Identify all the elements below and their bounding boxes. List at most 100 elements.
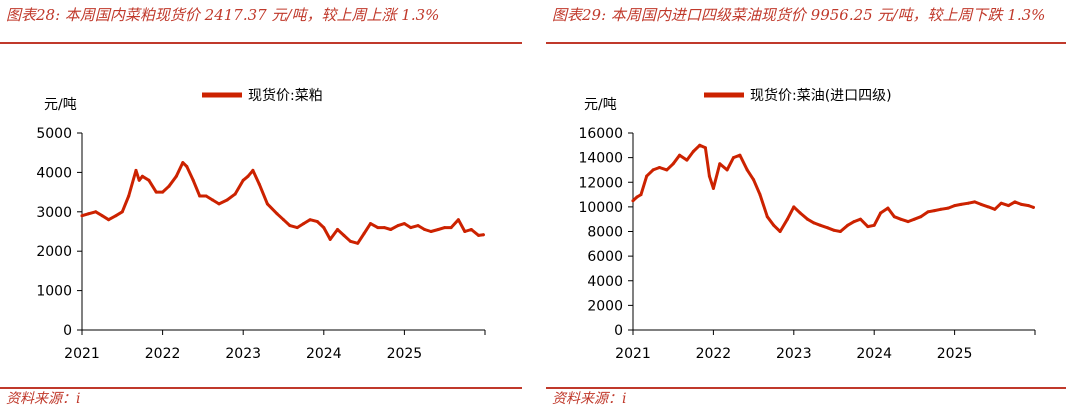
data-point xyxy=(396,224,400,228)
data-point xyxy=(127,194,131,198)
data-points xyxy=(631,143,1035,233)
data-point xyxy=(892,215,896,219)
data-point xyxy=(872,223,876,227)
data-point xyxy=(1007,204,1010,208)
data-point xyxy=(966,201,970,205)
data-point xyxy=(792,205,796,209)
data-point xyxy=(678,153,682,157)
y-tick-label: 4000 xyxy=(587,274,623,290)
data-point xyxy=(191,178,195,182)
data-point xyxy=(926,210,930,214)
data-point xyxy=(308,218,312,222)
data-point xyxy=(463,230,467,233)
y-unit-label: 元/吨 xyxy=(44,97,77,113)
data-point xyxy=(233,192,237,196)
data-point xyxy=(838,230,842,233)
data-point xyxy=(443,226,447,230)
y-tick-label: 8000 xyxy=(587,225,623,241)
data-point xyxy=(959,202,963,206)
data-point xyxy=(658,166,661,169)
y-tick-label: 3000 xyxy=(36,205,72,221)
data-point xyxy=(120,210,124,214)
legend: 现货价:菜粕 xyxy=(202,87,323,104)
data-point xyxy=(1031,205,1035,209)
data-point xyxy=(114,214,118,218)
data-point xyxy=(671,162,675,166)
data-point xyxy=(251,168,255,172)
data-point xyxy=(204,194,208,198)
data-point xyxy=(866,225,870,229)
data-point xyxy=(852,220,856,224)
data-point xyxy=(765,215,769,219)
data-point xyxy=(409,226,413,230)
data-point xyxy=(725,168,729,172)
left-panel: 图表28: 本周国内菜粕现货价 2417.37 元/吨，较上周上涨 1.3% 元… xyxy=(0,0,522,411)
data-point xyxy=(288,224,292,228)
data-point xyxy=(94,210,98,214)
x-tick-label: 2023 xyxy=(776,346,812,362)
data-point xyxy=(645,174,649,178)
legend-label: 现货价:菜油(进口四级) xyxy=(750,87,892,104)
data-point xyxy=(217,202,221,206)
legend-label: 现货价:菜粕 xyxy=(248,87,323,104)
y-tick-label: 0 xyxy=(63,323,72,339)
series-line xyxy=(631,143,1035,233)
data-point xyxy=(986,205,990,209)
line-chart: 元/吨 现货价:菜粕 0 1000 2000 3000 4000 5000 2021 2022 20… xyxy=(36,87,486,362)
data-point xyxy=(685,158,689,162)
data-point xyxy=(137,178,141,182)
y-tick-label: 2000 xyxy=(36,244,72,260)
data-point xyxy=(979,202,983,206)
data-point xyxy=(174,174,178,178)
data-point xyxy=(812,221,816,225)
data-point xyxy=(806,217,809,221)
data-point xyxy=(469,228,473,231)
y-tick-label: 14000 xyxy=(578,151,623,167)
data-point xyxy=(185,165,189,168)
data-point xyxy=(879,211,883,215)
x-tick-label: 2025 xyxy=(937,346,973,362)
caption-divider xyxy=(0,42,522,44)
data-point xyxy=(1019,202,1023,206)
data-point xyxy=(356,241,360,245)
data-point xyxy=(265,202,269,206)
x-tick-label: 2022 xyxy=(696,346,732,362)
y-unit-label: 元/吨 xyxy=(584,97,617,113)
data-point xyxy=(886,206,890,210)
data-point xyxy=(211,198,215,202)
data-point xyxy=(402,222,406,226)
data-point xyxy=(481,233,485,237)
data-point xyxy=(456,218,460,222)
right-panel: 图表29: 本周国内进口四级菜油现货价 9956.25 元/吨，较上周下跌 1.… xyxy=(546,0,1066,411)
y-tick-label: 0 xyxy=(614,323,623,339)
data-point xyxy=(100,214,104,218)
data-point xyxy=(429,230,433,233)
line-chart: 元/吨 现货价:菜油(进口四级) 0 2000 4000 6000 8000 10000 120… xyxy=(578,87,1036,362)
data-point xyxy=(758,193,762,197)
x-tick-label: 2025 xyxy=(387,346,423,362)
data-point xyxy=(389,228,393,231)
x-tick-label: 2021 xyxy=(615,346,651,362)
data-point xyxy=(912,217,916,221)
data-point xyxy=(772,223,776,227)
data-point xyxy=(80,214,84,218)
data-point xyxy=(1027,204,1031,208)
data-point xyxy=(703,146,707,150)
data-point xyxy=(154,190,158,194)
chart-caption: 图表28: 本周国内菜粕现货价 2417.37 元/吨，较上周上涨 1.3% xyxy=(6,6,440,24)
data-point xyxy=(999,201,1003,205)
data-point xyxy=(738,153,742,157)
data-point xyxy=(973,200,977,204)
data-point xyxy=(933,209,936,213)
data-point xyxy=(651,168,655,172)
data-point xyxy=(107,218,111,222)
data-point xyxy=(919,215,923,219)
source-divider xyxy=(546,387,1066,389)
data-point xyxy=(745,168,749,172)
y-tick-label: 16000 xyxy=(578,126,623,142)
data-point xyxy=(315,220,319,224)
data-point xyxy=(1013,200,1017,204)
data-point xyxy=(302,222,306,226)
data-point xyxy=(939,207,943,211)
data-point xyxy=(635,195,639,199)
